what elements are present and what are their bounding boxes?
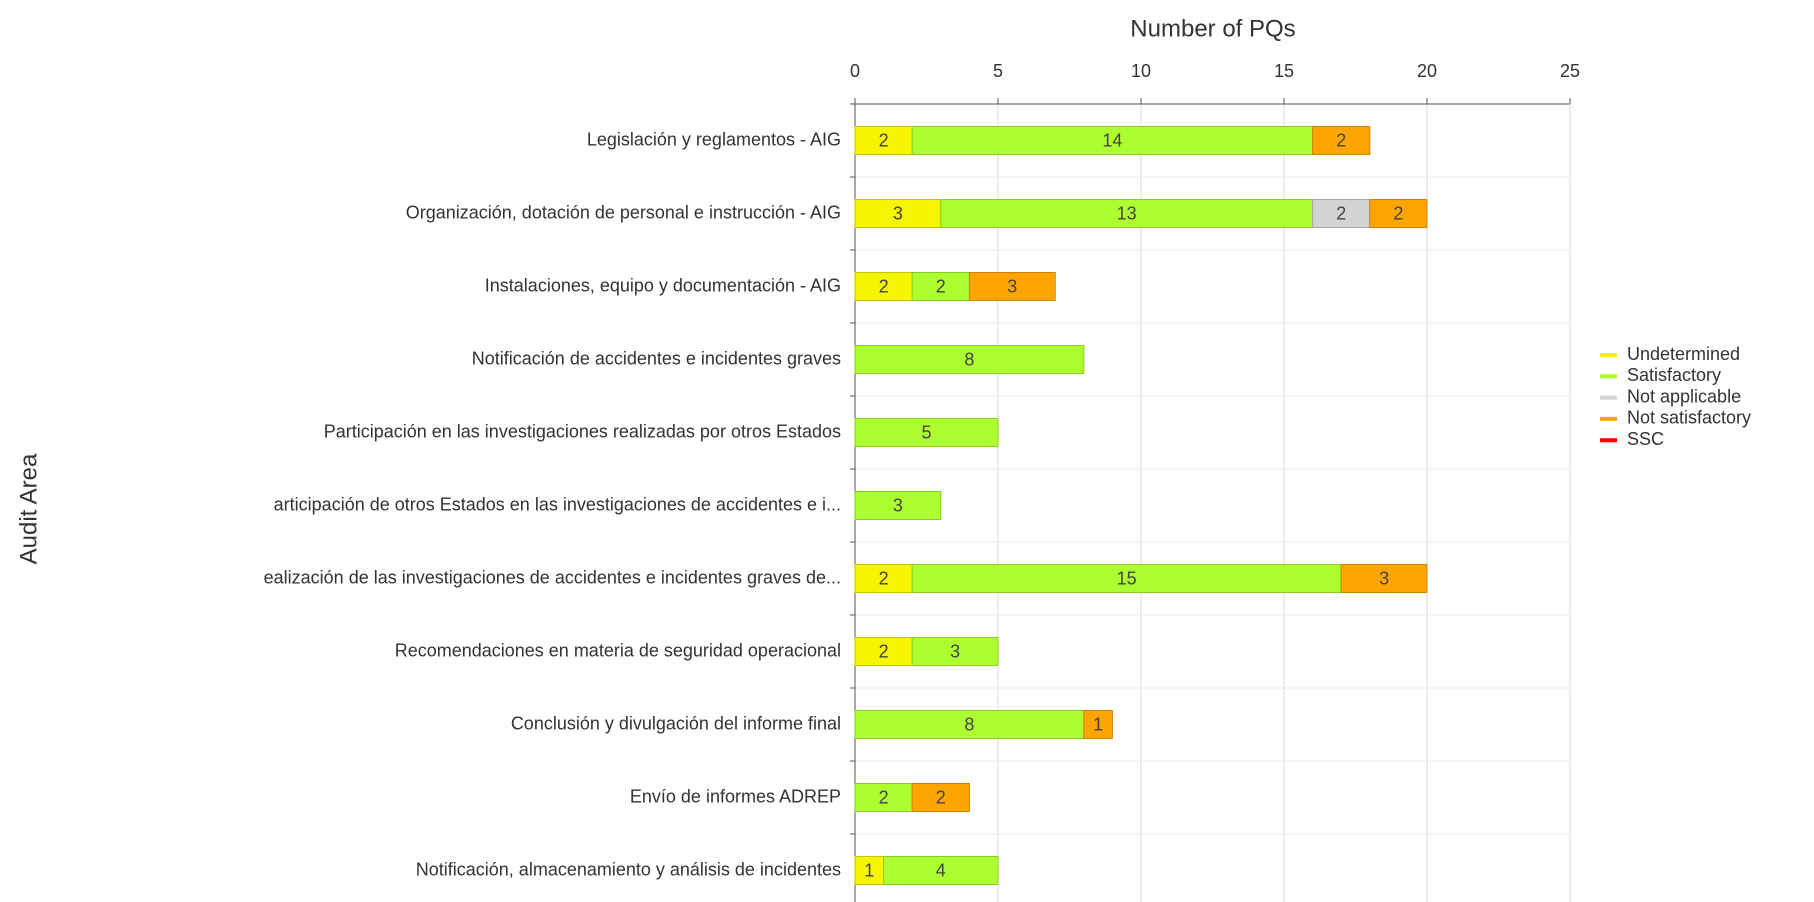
data-label: 2 [1393,203,1403,223]
bar-segment [854,856,885,885]
data-label: 2 [879,568,889,588]
data-label: 2 [879,130,889,150]
data-label: 2 [936,276,946,296]
data-label: 3 [1007,276,1017,296]
bar-segment [1340,564,1428,593]
data-label: 2 [879,787,889,807]
x-tick-label: 15 [1274,61,1294,81]
y-tick-label: Organización, dotación de personal e ins… [406,202,841,222]
bar-segment [854,418,999,447]
bar-segment [854,783,913,812]
bar-segment [883,856,999,885]
data-label: 1 [864,860,874,880]
bar-segment [854,345,1085,374]
bar-segment [911,637,999,666]
data-label: 2 [879,641,889,661]
y-tick-label: Notificación de accidentes e incidentes … [472,348,841,368]
legend-label: Satisfactory [1627,365,1721,385]
data-label: 14 [1102,130,1122,150]
y-tick-label: ealización de las investigaciones de acc… [264,567,841,587]
y-tick-label: Recomendaciones en materia de seguridad … [395,640,841,660]
y-tick-label: Participación en las investigaciones rea… [324,421,841,441]
data-label: 13 [1117,203,1137,223]
data-label: 2 [879,276,889,296]
bar-segment [854,710,1085,739]
x-tick-label: 20 [1417,61,1437,81]
data-label: 2 [936,787,946,807]
x-tick-label: 0 [850,61,860,81]
data-label: 15 [1117,568,1137,588]
y-tick-label: Instalaciones, equipo y documentación - … [485,275,841,295]
legend-label: Not applicable [1627,386,1741,406]
bar-segment [968,272,1056,301]
bar-segment [854,491,942,520]
bar-segment [854,126,913,155]
y-tick-label: Legislación y reglamentos - AIG [587,129,841,149]
bar-segment [854,272,913,301]
x-tick-label: 25 [1560,61,1580,81]
bar-segment [854,564,913,593]
y-tick-label: Notificación, almacenamiento y análisis … [416,859,841,879]
data-label: 2 [1336,203,1346,223]
data-label: 2 [1336,130,1346,150]
bar-segment [1312,126,1371,155]
x-tick-label: 5 [993,61,1003,81]
data-label: 3 [950,641,960,661]
data-label: 1 [1093,714,1103,734]
bar-segment [911,272,970,301]
legend-label: Not satisfactory [1627,408,1751,428]
x-tick-label: 10 [1131,61,1151,81]
data-label: 8 [964,349,974,369]
y-axis-label: Audit Area [15,453,42,564]
bar-segment [1369,199,1428,228]
data-label: 8 [964,714,974,734]
bar-segment [911,126,1314,155]
data-label: 3 [1379,568,1389,588]
data-label: 5 [921,422,931,442]
bar-segment [940,199,1314,228]
bar-segment [911,783,970,812]
bar-segment [1083,710,1113,739]
chart-title: Number of PQs [1130,15,1295,42]
data-label: 3 [893,495,903,515]
y-tick-label: Conclusión y divulgación del informe fin… [511,713,841,733]
bar-segment [911,564,1342,593]
data-label: 3 [893,203,903,223]
legend-label: SSC [1627,429,1664,449]
y-tick-label: articipación de otros Estados en las inv… [274,494,841,514]
data-label: 4 [936,860,946,880]
legend-label: Undetermined [1627,344,1740,364]
bar-segment [854,199,942,228]
y-tick-label: Envío de informes ADREP [630,786,841,806]
